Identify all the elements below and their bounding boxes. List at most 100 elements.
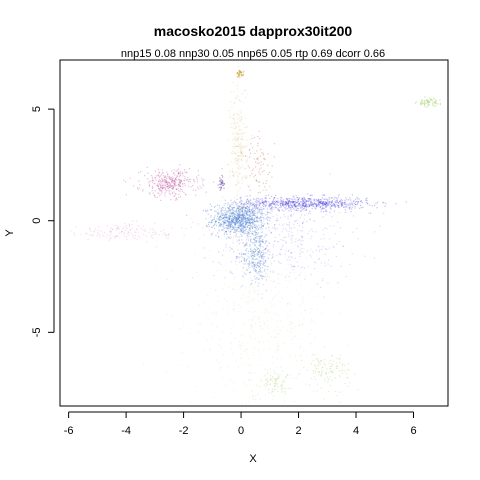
point [240,229,243,231]
point [335,197,337,199]
point [252,258,254,260]
point [245,223,247,226]
point [290,388,292,390]
point [257,207,259,209]
point [288,276,290,278]
point [250,250,252,253]
point [276,201,279,203]
point [255,232,257,234]
point [266,377,268,379]
point [245,249,247,251]
point [265,247,267,250]
point [280,254,282,256]
point [319,360,321,362]
point [242,139,244,141]
point [232,207,235,209]
point [240,156,242,158]
point [431,100,434,102]
point [223,227,225,229]
point [325,202,328,204]
point [242,207,244,209]
point [277,349,279,351]
point [424,102,426,104]
point [273,280,275,282]
point [241,260,243,262]
point [236,162,239,165]
point [356,203,358,206]
point [260,239,262,242]
point [255,267,257,269]
point [241,207,243,209]
point [247,231,249,233]
point [243,230,245,232]
point [236,219,238,221]
point [259,235,261,237]
point [246,217,248,219]
point [157,175,159,177]
point [229,246,231,248]
point [308,250,310,252]
point [234,210,236,212]
point [254,310,256,313]
point [229,220,231,223]
point [347,363,349,365]
point [221,181,224,183]
point [229,222,231,224]
point [300,207,302,209]
point [316,200,318,202]
point [291,204,293,207]
point [334,377,337,379]
point [264,201,266,203]
point [237,218,239,220]
point [238,158,240,160]
point [325,372,327,374]
point [260,237,262,239]
point [288,200,290,202]
point [273,370,275,372]
point [245,210,247,212]
point [228,217,230,219]
point [318,258,320,260]
point [273,143,276,145]
point [266,203,268,205]
point [261,240,263,243]
point [226,204,229,206]
point [337,201,339,203]
point [183,321,185,323]
point [288,204,290,206]
point [248,221,250,223]
point [307,233,309,235]
point [300,204,302,207]
point [221,183,223,185]
point [244,211,246,213]
point [239,147,241,149]
point [303,202,305,204]
point [245,223,247,225]
point [284,381,286,383]
point [239,212,241,214]
point [272,206,274,208]
point [269,204,271,206]
plot-frame [59,59,449,407]
point [300,267,302,269]
point [254,204,257,206]
point [247,296,249,298]
point [152,228,154,230]
point [161,179,164,182]
point [248,222,251,224]
point [241,219,243,221]
point [309,198,311,200]
point [203,178,205,181]
point [254,265,256,267]
point [227,226,229,228]
point [228,217,230,220]
point [259,262,261,264]
point [164,182,166,184]
point [238,115,240,117]
cluster-13 [217,174,225,191]
point [243,218,245,220]
point [253,213,255,215]
point [232,218,235,220]
point [345,211,347,213]
point [250,250,252,252]
